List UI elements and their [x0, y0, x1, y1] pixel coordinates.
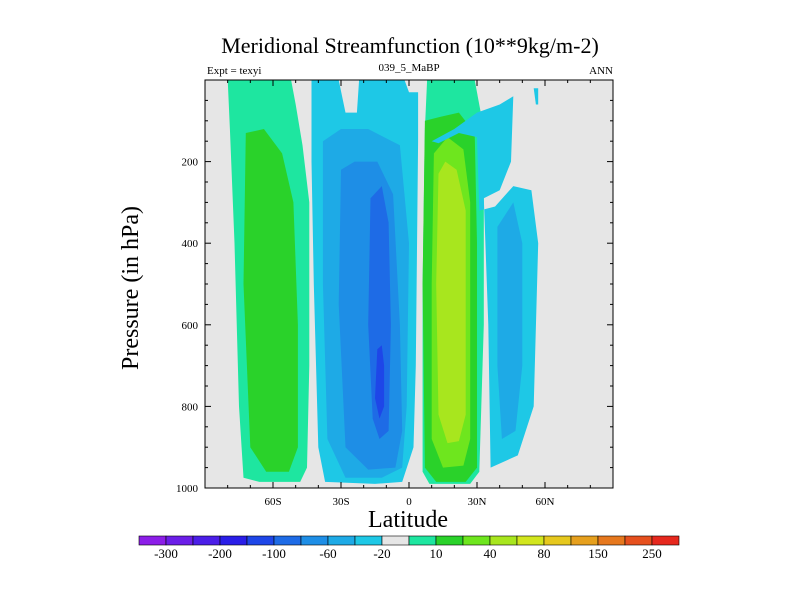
x-axis-label: Latitude — [368, 507, 448, 533]
y-tick-label: 1000 — [176, 483, 199, 495]
contour-region — [375, 345, 385, 419]
colorbar-label: 150 — [588, 546, 608, 561]
colorbar-label: 40 — [484, 546, 497, 561]
subtitle-left: Expt = texyi — [207, 65, 261, 77]
colorbar-label: -20 — [373, 546, 390, 561]
contour-region — [243, 129, 298, 472]
chart-title: Meridional Streamfunction (10**9kg/m-2) — [221, 33, 599, 58]
subtitle-center: 039_5_MaBP — [378, 62, 439, 74]
colorbar-label: -60 — [319, 546, 336, 561]
contour-region — [533, 88, 539, 105]
x-tick-label: 30N — [468, 496, 487, 508]
plot-area: 60S 30S 0 30N 60N 200 400 600 800 1000 — [176, 79, 614, 508]
colorbar-label: 10 — [430, 546, 443, 561]
colorbar-swatch — [273, 535, 302, 546]
x-tick-label: 60S — [264, 496, 281, 508]
colorbar-swatch — [354, 535, 383, 546]
colorbar-swatch — [138, 535, 167, 546]
colorbar-swatch — [462, 535, 491, 546]
colorbar-label: -200 — [208, 546, 232, 561]
colorbar-swatch — [246, 535, 275, 546]
colorbar-swatch — [165, 535, 194, 546]
colorbar-swatch — [543, 535, 572, 546]
contour-region — [436, 161, 466, 444]
colorbar-swatch — [192, 535, 221, 546]
colorbar-swatch — [300, 535, 329, 546]
colorbar-label: 250 — [642, 546, 662, 561]
colorbar-swatch — [516, 535, 545, 546]
y-axis-label: Pressure (in hPa) — [118, 206, 144, 370]
colorbar-swatch — [597, 535, 626, 546]
colorbar-swatch — [219, 535, 248, 546]
colorbar-label: 80 — [538, 546, 551, 561]
colorbar-swatch — [327, 535, 356, 546]
colorbar-swatch — [570, 535, 599, 546]
colorbar-swatch — [489, 535, 518, 546]
contour-region — [368, 186, 391, 439]
y-tick-label: 800 — [182, 401, 199, 413]
colorbar-swatch — [408, 535, 437, 546]
x-tick-label: 60N — [536, 496, 555, 508]
colorbar: -300 -200 -100 -60 -20 10 40 80 150 250 — [138, 535, 680, 561]
y-tick-label: 200 — [182, 157, 199, 169]
y-tick-label: 400 — [182, 238, 199, 250]
contour-region — [497, 202, 523, 439]
colorbar-swatch — [435, 535, 464, 546]
subtitle-right: ANN — [589, 65, 613, 77]
x-tick-label: 0 — [406, 496, 412, 508]
x-tick-label: 30S — [332, 496, 349, 508]
colorbar-swatch — [651, 535, 680, 546]
colorbar-swatch — [381, 535, 410, 546]
colorbar-label: -100 — [262, 546, 286, 561]
y-tick-label: 600 — [182, 320, 199, 332]
colorbar-label: -300 — [154, 546, 178, 561]
colorbar-swatch — [624, 535, 653, 546]
